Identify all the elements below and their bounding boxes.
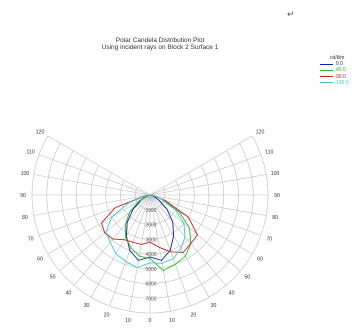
chart-title: Polar Candela Distribution Plot <box>115 37 205 44</box>
grid-spoke <box>149 194 261 236</box>
legend-label: 45.0 <box>336 67 346 74</box>
grid-spoke <box>73 194 151 286</box>
radial-label: 3000 <box>145 237 156 243</box>
grid-spoke <box>149 174 267 196</box>
angle-label-right: 20 <box>191 312 197 318</box>
radial-label: 5000 <box>145 267 156 273</box>
angle-label-right: 120 <box>256 130 265 136</box>
angle-label-left: 110 <box>27 150 35 156</box>
paragraph-mark: ↵ <box>287 9 295 19</box>
angle-label-left: 100 <box>21 171 30 177</box>
grid-spoke <box>129 194 151 312</box>
radial-label: 7000 <box>145 296 156 302</box>
grid-spoke <box>149 154 261 196</box>
angle-label-right: 110 <box>265 150 273 156</box>
grid-spoke <box>47 194 151 255</box>
legend-item-1: 0.0 <box>320 61 349 67</box>
angle-label-right: 60 <box>257 257 263 263</box>
angle-label-left: 30 <box>84 303 90 309</box>
angle-label-right: 50 <box>244 275 250 281</box>
grid-spoke <box>149 135 253 196</box>
grid-spoke <box>149 194 253 255</box>
grid-spoke <box>149 194 267 216</box>
legend-item-3: 90.0 <box>320 74 349 80</box>
angle-label-right: 70 <box>266 236 272 242</box>
grid-spoke <box>47 135 151 196</box>
chart-subtitle: Using incident rays on Block 2 Surface 1 <box>101 44 219 51</box>
grid-spoke <box>33 174 151 196</box>
legend-label: 90.0 <box>336 73 346 80</box>
legend-item-2: 45.0 <box>320 67 349 73</box>
radial-label: 1000 <box>145 208 156 214</box>
legend-swatch <box>320 70 333 71</box>
grid-spoke <box>149 194 210 298</box>
legend-title: cd/klm <box>330 55 345 61</box>
legend-label: 0.0 <box>336 61 343 68</box>
angle-label-right: 30 <box>211 303 217 309</box>
grid-spoke <box>33 194 151 216</box>
legend-swatch <box>320 63 333 65</box>
angle-label-left: 20 <box>104 312 110 318</box>
angle-label-left: 120 <box>36 130 45 136</box>
angle-label-left: 90 <box>20 193 26 199</box>
radial-label: 6000 <box>145 282 156 288</box>
legend-swatch <box>320 82 333 84</box>
legend-item-4: 135.0 <box>320 80 349 86</box>
chart-legend: cd/klm 0.0 45.0 90.0 135.0 <box>320 55 349 86</box>
angle-label-left: 10 <box>125 318 131 324</box>
radial-label: 2000 <box>145 223 156 229</box>
axis-labels: 1201101009080706050403020101201101009080… <box>20 130 280 325</box>
radial-label: 4000 <box>145 252 156 258</box>
angle-label-right: 40 <box>229 290 235 296</box>
grid-spoke <box>39 154 151 196</box>
series-line-4 <box>105 194 186 269</box>
angle-label-zero: 0 <box>149 318 152 324</box>
angle-label-left: 40 <box>66 290 72 296</box>
angle-label-left: 50 <box>50 275 56 281</box>
grid-spoke <box>149 194 227 286</box>
series-layer <box>101 194 198 271</box>
angle-label-right: 90 <box>274 193 280 199</box>
angle-label-right: 10 <box>169 318 175 324</box>
angle-label-right: 100 <box>271 171 280 177</box>
grid-spoke <box>149 194 171 312</box>
legend-swatch <box>320 76 333 78</box>
grid-spoke <box>90 194 151 298</box>
angle-label-right: 80 <box>272 215 278 221</box>
angle-label-left: 70 <box>28 236 34 242</box>
series-line-2 <box>124 194 192 271</box>
angle-label-left: 60 <box>37 257 43 263</box>
series-line-3 <box>101 194 198 253</box>
angle-label-left: 80 <box>22 215 28 221</box>
legend-label: 135.0 <box>336 79 349 86</box>
polar-grid <box>31 135 269 314</box>
